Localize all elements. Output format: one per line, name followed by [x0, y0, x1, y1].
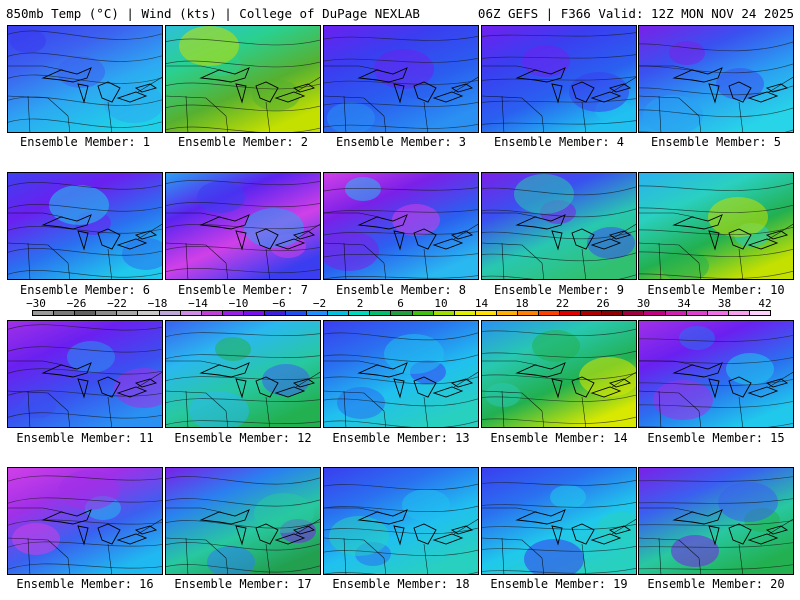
- colorbar-segment: [559, 310, 582, 316]
- ensemble-member-map: [7, 172, 163, 280]
- colorbar-tick-label: 22: [555, 297, 570, 310]
- ensemble-member-map: [481, 320, 637, 428]
- colorbar-segment: [306, 310, 329, 316]
- ensemble-member-label: Ensemble Member: 9: [493, 283, 625, 297]
- colorbar-tick-label: 18: [515, 297, 529, 310]
- colorbar-tick-label: 34: [677, 297, 691, 310]
- ensemble-member-map: [7, 25, 163, 133]
- colorbar-segment: [95, 310, 118, 316]
- colorbar-segment: [242, 310, 265, 316]
- colorbar-segment: [643, 310, 666, 316]
- ensemble-member-label: Ensemble Member: 20: [647, 577, 785, 591]
- colorbar-segment: [706, 310, 729, 316]
- colorbar-tick-label: −6: [272, 297, 286, 310]
- ensemble-member-label: Ensemble Member: 3: [335, 135, 467, 149]
- ensemble-member-label: Ensemble Member: 6: [19, 283, 151, 297]
- ensemble-member-label: Ensemble Member: 8: [335, 283, 467, 297]
- ensemble-member-map: [481, 467, 637, 575]
- ensemble-member-label: Ensemble Member: 16: [16, 577, 154, 591]
- colorbar-segment: [453, 310, 476, 316]
- valid-time: 06Z GEFS | F366 Valid: 12Z MON NOV 24 20…: [477, 6, 794, 21]
- colorbar-segment: [158, 310, 181, 316]
- ensemble-member-label: Ensemble Member: 17: [174, 577, 312, 591]
- ensemble-member-map: [323, 320, 479, 428]
- ensemble-member-label: Ensemble Member: 19: [490, 577, 628, 591]
- colorbar-segment: [116, 310, 139, 316]
- temperature-colorbar: −30 −26 −22 −18 −14 −10 −6 −2 2 6 10 14 18 22 26 30 34 38…: [0, 297, 800, 321]
- colorbar-segment: [285, 310, 308, 316]
- ensemble-member-label: Ensemble Member: 7: [177, 283, 309, 297]
- colorbar-segment: [685, 310, 708, 316]
- colorbar-segment: [348, 310, 371, 316]
- ensemble-member-map: [165, 172, 321, 280]
- ensemble-member-map: [323, 467, 479, 575]
- colorbar-segment: [748, 310, 771, 316]
- ensemble-member-map: [7, 467, 163, 575]
- ensemble-member-map: [638, 320, 794, 428]
- colorbar-tick-label: 2: [356, 297, 364, 310]
- ensemble-member-label: Ensemble Member: 11: [16, 431, 154, 445]
- colorbar-segment: [474, 310, 497, 316]
- colorbar-segment: [580, 310, 603, 316]
- colorbar-segment: [727, 310, 750, 316]
- colorbar-tick-label: −26: [66, 297, 87, 310]
- colorbar-segment: [664, 310, 687, 316]
- ensemble-member-label: Ensemble Member: 4: [493, 135, 625, 149]
- colorbar-segment: [74, 310, 97, 316]
- colorbar-tick-label: 6: [397, 297, 404, 310]
- ensemble-member-label: Ensemble Member: 15: [647, 431, 785, 445]
- ensemble-member-label: Ensemble Member: 14: [490, 431, 628, 445]
- ensemble-member-map: [638, 172, 794, 280]
- ensemble-member-map: [481, 172, 637, 280]
- ensemble-member-label: Ensemble Member: 2: [177, 135, 309, 149]
- product-title: 850mb Temp (°C) | Wind (kts) | College o…: [6, 6, 420, 21]
- colorbar-tick-label: 10: [434, 297, 448, 310]
- colorbar-tick-label: −14: [188, 297, 208, 310]
- ensemble-member-label: Ensemble Member: 18: [332, 577, 470, 591]
- colorbar-tick-label: 38: [717, 297, 732, 310]
- colorbar-tick-label: −30: [26, 297, 46, 310]
- colorbar-segment: [369, 310, 392, 316]
- ensemble-member-map: [165, 467, 321, 575]
- colorbar-segment: [327, 310, 350, 316]
- colorbar-segment: [32, 310, 55, 316]
- colorbar-segment: [263, 310, 287, 316]
- colorbar-segment: [137, 310, 160, 316]
- colorbar-segment: [495, 310, 518, 316]
- colorbar-tick-label: 26: [596, 297, 610, 310]
- colorbar-tick-label: 42: [758, 297, 772, 310]
- colorbar-segment: [601, 310, 624, 316]
- ensemble-member-map: [638, 25, 794, 133]
- ensemble-member-label: Ensemble Member: 12: [174, 431, 312, 445]
- ensemble-member-map: [165, 25, 321, 133]
- colorbar-segment: [622, 310, 645, 316]
- colorbar-segment: [411, 310, 434, 316]
- ensemble-member-label: Ensemble Member: 10: [647, 283, 785, 297]
- colorbar-tick-label: 14: [474, 297, 489, 310]
- colorbar-tick-label: −22: [107, 297, 127, 310]
- colorbar-tick-label: −2: [312, 297, 327, 310]
- ensemble-member-map: [638, 467, 794, 575]
- colorbar-segment: [200, 310, 223, 316]
- colorbar-segment: [538, 310, 561, 316]
- colorbar-segment: [179, 310, 202, 316]
- colorbar-segment: [53, 310, 76, 316]
- colorbar-tick-label: 30: [636, 297, 651, 310]
- ensemble-member-label: Ensemble Member: 13: [332, 431, 470, 445]
- header: 850mb Temp (°C) | Wind (kts) | College o…: [0, 0, 800, 24]
- ensemble-member-map: [323, 25, 479, 133]
- ensemble-member-label: Ensemble Member: 5: [650, 135, 782, 149]
- ensemble-member-map: [481, 25, 637, 133]
- colorbar-segment: [390, 310, 413, 316]
- colorbar-tick-label: −18: [147, 297, 168, 310]
- colorbar-segment: [221, 310, 244, 316]
- colorbar-segment: [432, 310, 455, 316]
- colorbar-tick-label: −10: [228, 297, 249, 310]
- ensemble-member-map: [7, 320, 163, 428]
- colorbar-segment: [516, 310, 540, 316]
- ensemble-member-map: [165, 320, 321, 428]
- ensemble-member-label: Ensemble Member: 1: [19, 135, 151, 149]
- ensemble-member-map: [323, 172, 479, 280]
